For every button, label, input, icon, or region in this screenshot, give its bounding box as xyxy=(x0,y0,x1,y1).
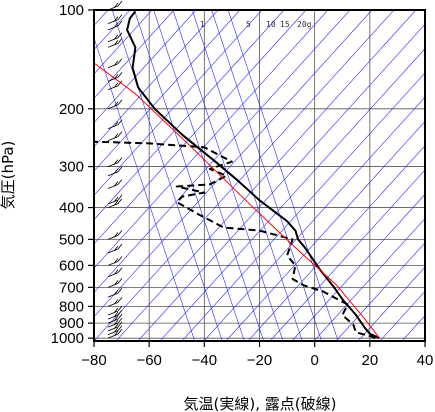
wind-barb xyxy=(107,80,123,91)
mixing-ratio-line xyxy=(153,10,264,341)
dry-adiabat-line xyxy=(94,10,153,75)
y-tick-label: 500 xyxy=(59,231,84,248)
wind-barb xyxy=(107,72,123,82)
wind-barb xyxy=(107,313,123,324)
mixing-ratio-line xyxy=(94,37,195,341)
dry-adiabat-line xyxy=(357,266,425,341)
wind-barb xyxy=(107,166,123,177)
dry-adiabat-line xyxy=(94,10,175,99)
x-tick-label: −40 xyxy=(192,352,217,369)
wind-barb xyxy=(107,278,123,288)
mixing-ratio-label: 5 xyxy=(246,20,251,29)
x-ticks: −80 −60 −40 −20 0 20 40 xyxy=(81,341,433,369)
wind-barbs xyxy=(107,0,123,339)
y-tick-label: 200 xyxy=(59,101,84,118)
y-tick-label: 900 xyxy=(59,315,84,332)
dry-adiabat-line xyxy=(94,10,219,148)
dry-adiabat-line xyxy=(291,193,425,341)
x-tick-label: −60 xyxy=(136,352,161,369)
y-tick-label: 300 xyxy=(59,159,84,176)
dry-adiabat-line xyxy=(94,10,285,221)
dry-adiabat-line xyxy=(94,10,307,245)
wind-barb xyxy=(107,309,123,320)
wind-barb xyxy=(107,38,123,48)
dry-adiabat-line xyxy=(203,96,425,341)
profile-lines xyxy=(94,10,380,340)
x-tick-label: 0 xyxy=(310,352,318,369)
mixing-ratio-label: 1 xyxy=(200,20,205,29)
wind-barb xyxy=(107,179,123,189)
wind-barb xyxy=(107,243,123,254)
mixing-ratio-line xyxy=(172,10,284,341)
dry-adiabat-line xyxy=(94,10,395,341)
dry-adiabat-line xyxy=(115,10,417,341)
wind-barb xyxy=(107,297,123,307)
mixing-ratio-labels: 1 5 10 15 20g xyxy=(200,20,312,29)
wind-barb xyxy=(107,20,123,31)
wind-barb xyxy=(107,194,123,205)
dry-adiabat-line xyxy=(94,10,351,293)
wind-barb xyxy=(107,328,123,339)
wind-barb xyxy=(107,99,123,110)
dry-adiabat-line xyxy=(313,218,425,341)
wind-barb xyxy=(107,119,123,130)
wind-barb xyxy=(107,32,123,43)
dry-adiabat-line xyxy=(181,72,425,341)
wind-barb xyxy=(107,325,123,335)
mixing-ratio-line xyxy=(134,10,245,341)
y-tick-label: 1000 xyxy=(51,330,84,347)
y-tick-label: 400 xyxy=(59,200,84,217)
dry-adiabat-line xyxy=(94,10,197,123)
wind-barb xyxy=(107,14,123,24)
dry-adiabat-line xyxy=(159,48,425,341)
y-tick-label: 100 xyxy=(59,2,84,19)
mixing-ratio-label: 20g xyxy=(297,20,312,29)
dry-adiabat-line xyxy=(335,242,425,341)
wind-barb xyxy=(107,131,123,141)
dry-adiabat-line xyxy=(94,10,373,318)
wind-barb xyxy=(107,267,123,278)
parcel-line xyxy=(94,62,380,339)
dewpoint-line xyxy=(94,140,376,340)
y-tick-label: 800 xyxy=(59,298,84,315)
wind-barb xyxy=(107,198,123,208)
mixing-ratio-label: 15 xyxy=(280,20,290,29)
wind-barb xyxy=(107,317,123,328)
x-axis-label: 気温(実線), 露点(破線) xyxy=(184,395,337,412)
wind-barb xyxy=(107,305,123,316)
mixing-ratio-line xyxy=(111,10,223,341)
wind-barb xyxy=(107,157,123,167)
y-axis-label: 気圧(hPa) xyxy=(0,141,17,210)
mixing-ratio-line xyxy=(227,10,339,341)
wind-barb xyxy=(107,287,123,298)
temperature-line xyxy=(126,10,380,340)
x-tick-label: 40 xyxy=(417,352,434,369)
wind-barb xyxy=(107,256,123,266)
dry-adiabat-line xyxy=(137,23,425,341)
x-tick-label: 20 xyxy=(361,352,378,369)
wind-barb xyxy=(107,58,123,69)
wind-barb xyxy=(107,0,123,11)
mixing-ratio-line xyxy=(191,10,303,341)
dry-adiabat-line xyxy=(247,145,425,341)
x-tick-label: −20 xyxy=(247,352,272,369)
dry-adiabat-line xyxy=(94,10,241,172)
x-tick-label: −80 xyxy=(81,352,106,369)
y-tick-label: 600 xyxy=(59,257,84,274)
mixing-ratio-label: 10 xyxy=(266,20,276,29)
dry-adiabat-line xyxy=(94,10,329,269)
dry-adiabat-line xyxy=(225,120,425,341)
wind-barb xyxy=(107,230,123,240)
y-tick-label: 700 xyxy=(59,279,84,296)
wind-barb xyxy=(107,321,123,332)
dry-adiabat-line xyxy=(94,10,263,196)
